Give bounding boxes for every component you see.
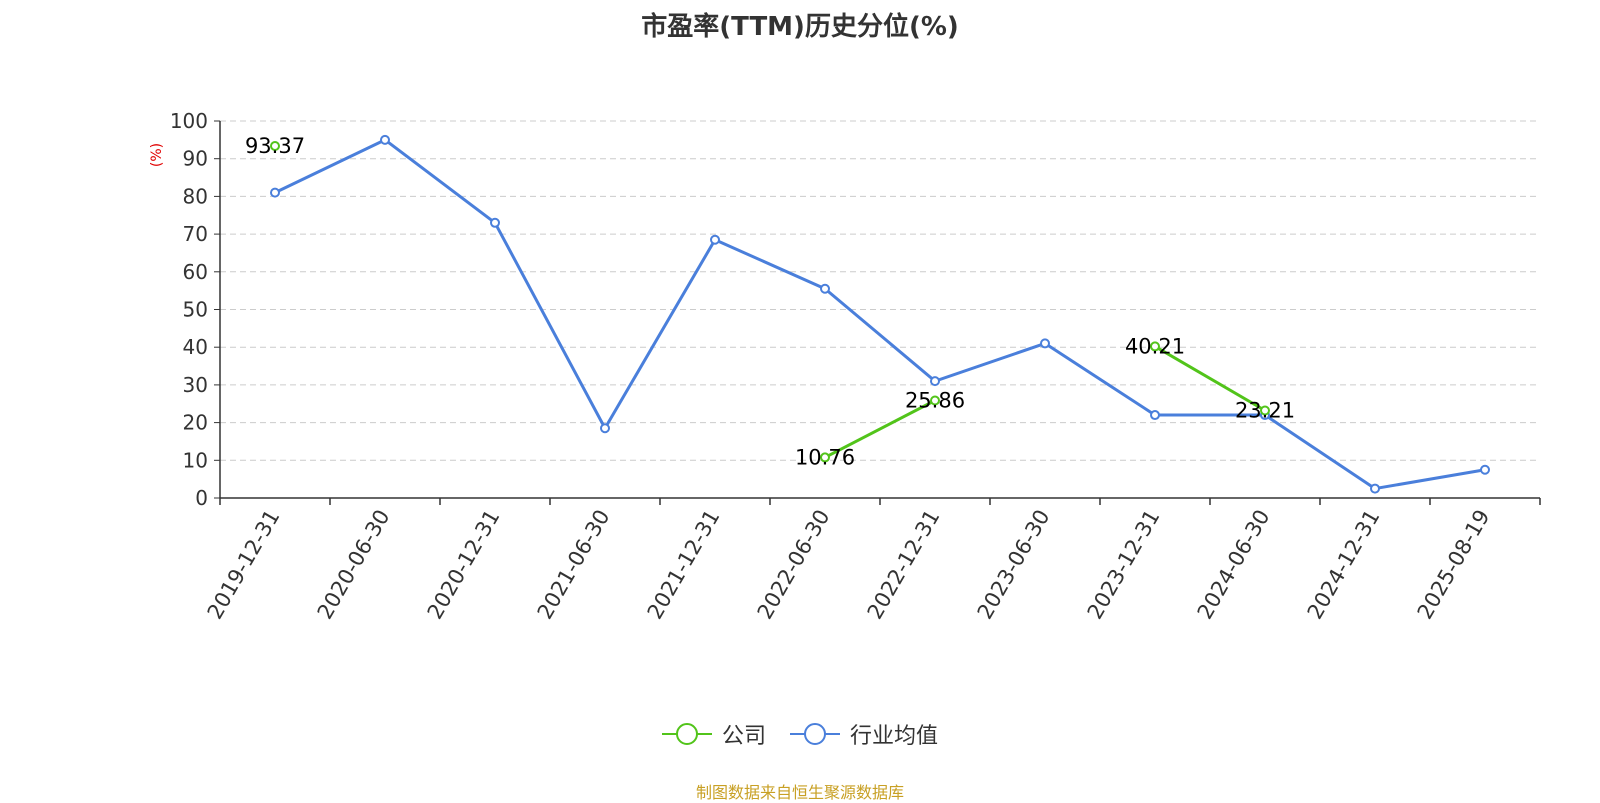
data-point-company[interactable]: [1150, 341, 1160, 352]
x-tick-label: 2022-12-31: [863, 506, 945, 624]
legend-industry-marker: [790, 723, 840, 745]
data-point-company[interactable]: [930, 395, 940, 406]
x-tick-label: 2020-06-30: [313, 506, 395, 624]
y-tick-label: 90: [183, 147, 208, 171]
axes: 0 10 20 30 40 50 60 70 80 90 100 2019-12-31 2020-06-…: [170, 109, 1541, 624]
y-tick-label: 20: [183, 411, 208, 435]
data-point-industry[interactable]: [380, 134, 390, 145]
x-tick-label: 2024-12-31: [1303, 506, 1385, 624]
legend-company-marker: [661, 723, 712, 745]
data-point-industry[interactable]: [820, 283, 830, 294]
x-tick-label: 2022-06-30: [753, 506, 835, 624]
data-point-company[interactable]: [820, 452, 830, 463]
chart-title: 市盈率(TTM)历史分位(%): [641, 12, 959, 42]
y-axis-label: (%): [149, 143, 165, 167]
source-note: 制图数据来自恒生聚源数据库: [695, 783, 904, 802]
data-point-industry[interactable]: [710, 234, 720, 245]
data-point-industry[interactable]: [1370, 483, 1380, 494]
y-tick-label: 70: [183, 222, 208, 246]
data-label: 23.21: [1235, 398, 1295, 422]
grid-lines: [220, 120, 1540, 461]
y-tick-label: 60: [183, 260, 208, 284]
series-line-company: [1154, 345, 1266, 412]
series-line-industry: [274, 138, 1486, 491]
y-tick-label: 10: [183, 448, 208, 472]
data-label: 40.21: [1125, 334, 1185, 358]
data-label: 93.37: [245, 134, 305, 158]
legend-company-label: 公司: [721, 724, 766, 749]
data-point-industry[interactable]: [930, 376, 940, 387]
x-tick-label: 2023-06-30: [973, 506, 1055, 624]
y-tick-label: 100: [170, 109, 208, 133]
data-label: 25.86: [905, 389, 965, 413]
x-tick-label: 2023-12-31: [1083, 506, 1165, 624]
legend-item-company[interactable]: 公司: [661, 718, 766, 750]
x-tick-label: 2024-06-30: [1193, 506, 1275, 624]
data-point-company[interactable]: [270, 140, 280, 151]
data-point-industry[interactable]: [1480, 464, 1490, 475]
legend-industry-label: 行业均值: [850, 724, 939, 749]
data-point-industry[interactable]: [1150, 410, 1160, 421]
data-point-industry[interactable]: [490, 217, 500, 228]
y-tick-label: 40: [183, 335, 208, 359]
data-point-industry[interactable]: [600, 423, 610, 434]
x-tick-label: 2021-12-31: [643, 506, 725, 624]
x-tick-label: 2025-08-19: [1413, 506, 1495, 624]
x-tick-label: 2019-12-31: [203, 506, 285, 624]
y-tick-label: 50: [183, 298, 208, 322]
legend: 公司 行业均值: [0, 718, 1600, 750]
y-tick-label: 80: [183, 184, 208, 208]
data-point-industry[interactable]: [1040, 338, 1050, 349]
x-tick-label: 2020-12-31: [423, 506, 505, 624]
y-tick-label: 30: [183, 373, 208, 397]
data-label: 10.76: [795, 445, 855, 469]
series: [270, 134, 1490, 494]
data-point-company[interactable]: [1260, 405, 1270, 416]
data-point-industry[interactable]: [270, 187, 280, 198]
legend-item-industry[interactable]: 行业均值: [790, 718, 938, 750]
series-line-company: [824, 399, 936, 459]
y-tick-label: 0: [195, 486, 208, 510]
data-labels: 93.37 10.76 25.86 40.21 23.21: [245, 134, 1295, 469]
x-tick-label: 2021-06-30: [533, 506, 615, 624]
